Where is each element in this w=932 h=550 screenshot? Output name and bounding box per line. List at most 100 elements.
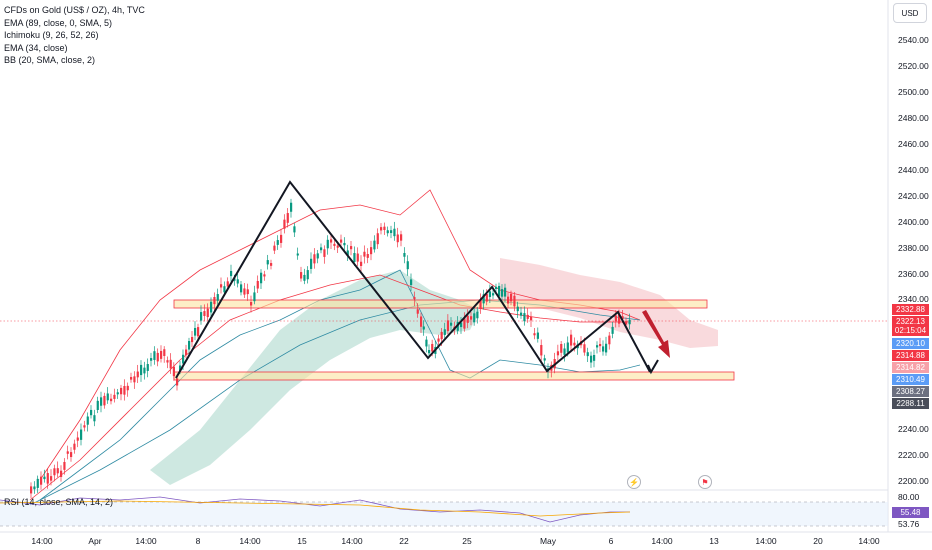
price-axis-label: 2240.00 [898,424,929,434]
candle-body [113,394,116,399]
candle-body [523,313,526,322]
candle-body [498,285,501,297]
candle-body [300,272,303,279]
price-axis-label: 2520.00 [898,61,929,71]
candle-body [333,243,336,246]
support-zone [173,371,735,381]
candle-body [286,213,289,223]
candle-body [618,314,621,324]
candle-body [169,359,172,369]
candle-body [266,260,269,265]
study-bb[interactable]: BB (20, SMA, close, 2) [4,55,96,65]
candle-body [166,360,169,363]
candle-body [253,292,256,302]
candle-body [428,350,431,354]
candle-body [614,315,617,322]
price-axis-label: 2480.00 [898,113,929,123]
time-axis-label: 25 [462,536,472,546]
candle-body [440,331,443,340]
candle-body [396,234,399,243]
candle-body [240,284,243,293]
candle-body [520,312,523,316]
candle-body [143,367,146,374]
candle-body [386,230,389,234]
study-ema-89[interactable]: EMA (89, close, 0, SMA, 5) [4,17,113,28]
candle-body [133,376,136,383]
candle-body [213,297,216,305]
candle-body [326,239,329,249]
candle-body [116,392,119,395]
candle-body [593,354,596,361]
time-axis-label: 14:00 [755,536,777,546]
candle-body [476,311,479,319]
candle-body [611,326,614,334]
candle-body [410,279,413,285]
candle-body [533,333,536,336]
candle-body [260,272,263,284]
candlesticks [30,198,631,499]
time-axis-label: May [539,536,557,546]
time-axis-label: 14:00 [341,536,363,546]
candle-body [280,234,283,243]
study-ichimoku[interactable]: Ichimoku (9, 26, 52, 26) [4,30,99,40]
candle-body [191,336,194,343]
candle-body [188,340,191,350]
time-axis-label: 8 [195,536,201,546]
study-ema-34[interactable]: EMA (34, close) [4,42,68,53]
candle-body [446,320,450,332]
price-tag: 2308.27 [892,386,929,397]
candle-body [140,364,143,376]
candle-body [507,296,510,304]
candle-body [296,253,299,256]
candle-body [33,486,36,490]
chart-legend: CFDs on Gold (US$ / OZ), 4h, TVC EMA (89… [4,4,145,67]
time-axis-label: 14:00 [651,536,673,546]
candle-body [163,349,166,356]
candle-body [416,309,419,314]
chart-title[interactable]: CFDs on Gold (US$ / OZ), 4h, TVC [4,5,145,15]
candle-body [70,452,73,458]
price-tag: 2310.49 [892,374,929,385]
candle-body [340,239,343,243]
candle-body [492,293,495,296]
candle-body [80,429,83,440]
candle-body [370,247,373,255]
candle-body [563,348,566,355]
candle-body [602,346,605,352]
candle-body [356,253,359,262]
candle-body [516,306,519,312]
price-axis-label: 2380.00 [898,243,929,253]
candle-body [226,281,229,287]
candle-body [220,284,223,288]
time-axis-label: 13 [709,536,719,546]
candle-body [123,386,126,395]
candle-body [460,322,463,328]
candle-body [182,354,185,364]
candle-body [236,279,239,284]
candle-body [420,316,423,327]
candle-body [46,473,49,484]
bb-lower [39,269,641,501]
candle-body [53,468,56,476]
candle-body [485,293,488,302]
bolt-icon[interactable]: ⚡ [627,475,641,489]
candle-body [353,253,356,262]
candle-countdown: 02:15:04 [894,326,927,335]
price-axis-label: 2500.00 [898,87,929,97]
candle-body [310,258,313,269]
candle-body [605,343,608,353]
candle-body [390,230,393,234]
candle-body [276,240,279,245]
candle-body [172,366,175,377]
candle-body [504,287,507,297]
price-tag: 2288.11 [892,398,929,409]
candle-body [621,316,624,320]
flag-icon[interactable]: ⚑ [698,475,712,489]
candle-body [246,289,249,295]
candle-body [60,470,63,477]
price-tag: 2332.88 [892,304,929,315]
rsi-legend[interactable]: RSI (14, close, SMA, 14, 2) [4,497,114,507]
currency-button[interactable]: USD [893,3,927,23]
candle-body [628,319,631,325]
